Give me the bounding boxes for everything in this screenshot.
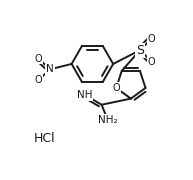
Text: HCl: HCl — [34, 132, 55, 145]
Text: NH: NH — [77, 90, 92, 100]
Text: N: N — [46, 64, 54, 74]
Text: O: O — [148, 33, 156, 44]
Text: NH₂: NH₂ — [98, 115, 118, 125]
Text: O: O — [35, 75, 42, 85]
Text: O: O — [35, 54, 42, 64]
Text: S: S — [136, 44, 144, 57]
Text: O: O — [148, 57, 156, 67]
Text: O: O — [112, 83, 120, 93]
